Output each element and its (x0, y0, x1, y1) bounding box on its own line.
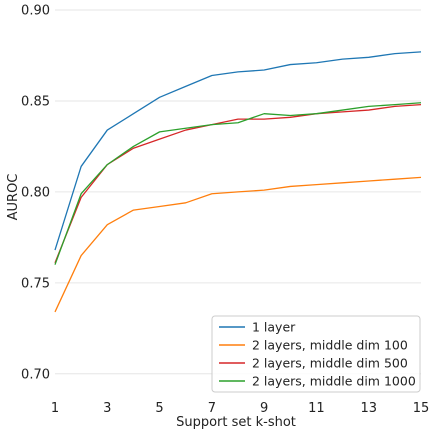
series-line-1 (54, 51, 422, 251)
legend-box (211, 315, 421, 393)
x-axis-label: Support set k-shot (176, 415, 296, 430)
x-tick-label: 9 (260, 401, 268, 416)
legend-label: 2 layers, middle dim 1000 (252, 374, 416, 389)
y-tick-label: 0.85 (21, 94, 50, 109)
legend-items: 1 layer 2 layers, middle dim 100 2 layers,… (219, 320, 416, 389)
y-tick-label: 0.75 (21, 276, 50, 291)
legend-label: 2 layers, middle dim 500 (252, 356, 408, 371)
y-axis-ticks: 0.70 0.75 0.80 0.85 0.90 (21, 4, 50, 383)
x-tick-label: 3 (103, 401, 111, 416)
legend-label: 2 layers, middle dim 100 (252, 338, 408, 353)
legend-label: 1 layer (252, 320, 296, 335)
y-axis-label: AUROC (6, 174, 21, 221)
x-tick-label: 7 (208, 401, 216, 416)
x-axis-ticks: 1 3 5 7 9 11 13 15 (51, 401, 429, 416)
y-tick-label: 0.90 (21, 4, 50, 19)
y-tick-label: 0.80 (21, 185, 50, 200)
series-line-2 (54, 176, 422, 313)
x-tick-label: 13 (360, 401, 377, 416)
series-line-4 (54, 102, 422, 265)
y-tick-label: 0.70 (21, 367, 50, 382)
legend: 1 layer 2 layers, middle dim 100 2 layers,… (211, 315, 421, 393)
x-tick-label: 11 (308, 401, 325, 416)
series-lines (54, 51, 422, 313)
x-tick-label: 5 (155, 401, 163, 416)
x-tick-label: 1 (51, 401, 59, 416)
x-tick-label: 15 (413, 401, 430, 416)
